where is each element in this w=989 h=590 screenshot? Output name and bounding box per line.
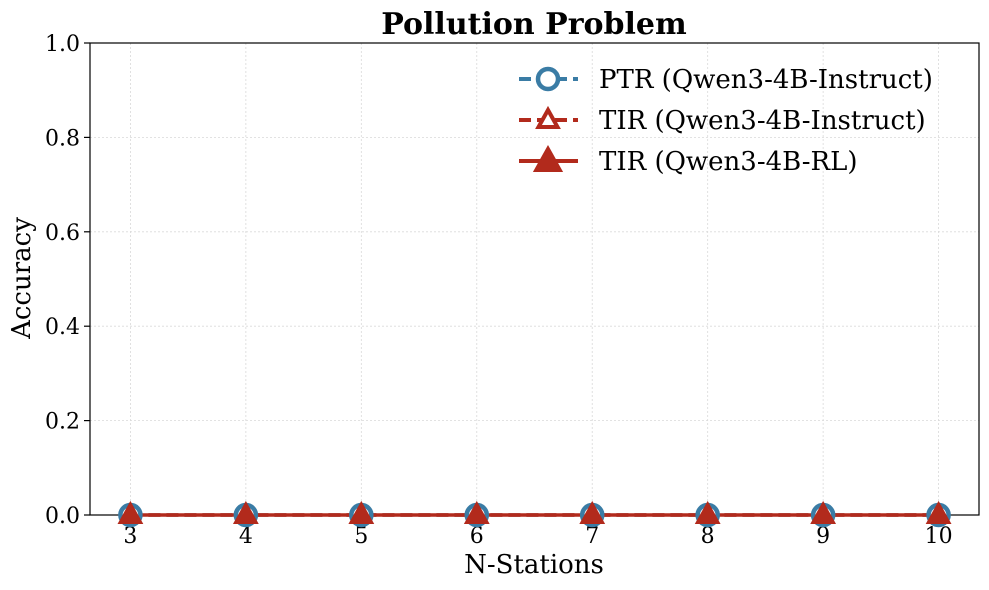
y-axis-label: Accuracy <box>7 217 37 340</box>
y-tick-label: 0.0 <box>45 504 80 529</box>
legend-label: TIR (Qwen3-4B-Instruct) <box>599 106 926 136</box>
y-tick-label: 0.2 <box>45 410 80 435</box>
data-point <box>119 502 142 524</box>
legend-marker <box>535 105 561 129</box>
x-axis-label: N-Stations <box>464 550 604 580</box>
x-tick-label: 5 <box>354 524 368 549</box>
chart-title: Pollution Problem <box>381 7 687 42</box>
x-tick-label: 7 <box>585 524 599 549</box>
x-tick-label: 8 <box>701 524 715 549</box>
series-layer <box>117 500 952 528</box>
legend-marker <box>535 66 561 92</box>
x-tick-label: 6 <box>470 524 484 549</box>
legend: PTR (Qwen3-4B-Instruct) TIR (Qwen3-4B-Ins… <box>519 65 933 177</box>
data-point <box>350 502 373 524</box>
x-tick-label: 10 <box>925 524 953 549</box>
y-tick-label: 1.0 <box>45 32 80 57</box>
legend-label: TIR (Qwen3-4B-RL) <box>599 147 858 177</box>
data-point <box>465 502 489 524</box>
y-tick-label: 0.8 <box>45 126 80 151</box>
x-tick-label: 4 <box>239 524 253 549</box>
data-point <box>696 502 719 524</box>
x-tick-label: 9 <box>816 524 830 549</box>
legend-marker <box>532 144 564 172</box>
data-point <box>580 502 604 524</box>
legend-label: PTR (Qwen3-4B-Instruct) <box>599 65 933 95</box>
y-tick-label: 0.4 <box>45 315 80 340</box>
y-tick-label: 0.6 <box>45 221 80 246</box>
data-point <box>811 502 835 524</box>
data-point <box>234 502 258 524</box>
data-point <box>927 502 950 524</box>
x-tick-label: 3 <box>123 524 137 549</box>
